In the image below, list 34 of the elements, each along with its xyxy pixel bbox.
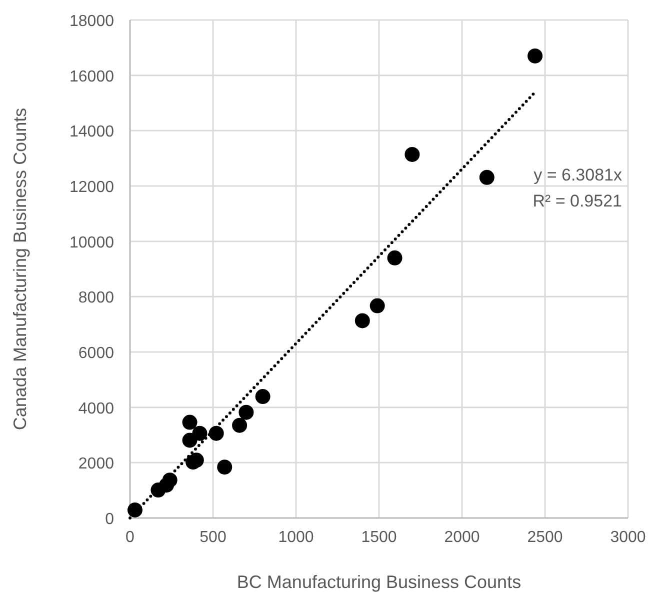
y-tick-label: 18000 — [70, 13, 114, 30]
x-tick-label: 500 — [200, 529, 226, 546]
y-axis-title: Canada Manufacturing Business Counts — [10, 108, 30, 430]
x-tick-label: 2500 — [527, 529, 563, 546]
point — [354, 313, 370, 328]
point — [255, 389, 270, 404]
y-tick-label: 16000 — [70, 68, 114, 86]
y-tick-label: 12000 — [70, 179, 114, 196]
y-tick-label: 10000 — [70, 234, 114, 252]
point — [479, 170, 494, 185]
point — [182, 432, 198, 448]
point — [192, 426, 208, 441]
y-tick-label: 14000 — [70, 124, 114, 141]
point — [238, 404, 254, 420]
y-tick-label: 6000 — [78, 345, 114, 362]
point — [404, 146, 420, 162]
annotation: y = 6.3081x — [534, 165, 622, 184]
point — [232, 418, 248, 433]
y-tick-label: 4000 — [78, 400, 114, 418]
x-tick-label: 1000 — [278, 529, 314, 546]
y-tick-label: 0 — [105, 511, 114, 528]
y-tick-label: 8000 — [78, 290, 114, 307]
x-tick-label: 3000 — [610, 529, 646, 546]
x-tick-label: 1500 — [361, 529, 397, 546]
x-axis-title: BC Manufacturing Business Counts — [236, 572, 522, 592]
point — [528, 48, 543, 64]
point — [387, 250, 402, 266]
point — [217, 460, 232, 475]
annotation: R² = 0.9521 — [532, 191, 622, 210]
y-tick-label: 2000 — [78, 456, 114, 473]
x-tick-label: 0 — [126, 529, 135, 546]
point — [182, 414, 198, 430]
x-tick-label: 2000 — [444, 529, 480, 546]
point — [370, 298, 385, 314]
